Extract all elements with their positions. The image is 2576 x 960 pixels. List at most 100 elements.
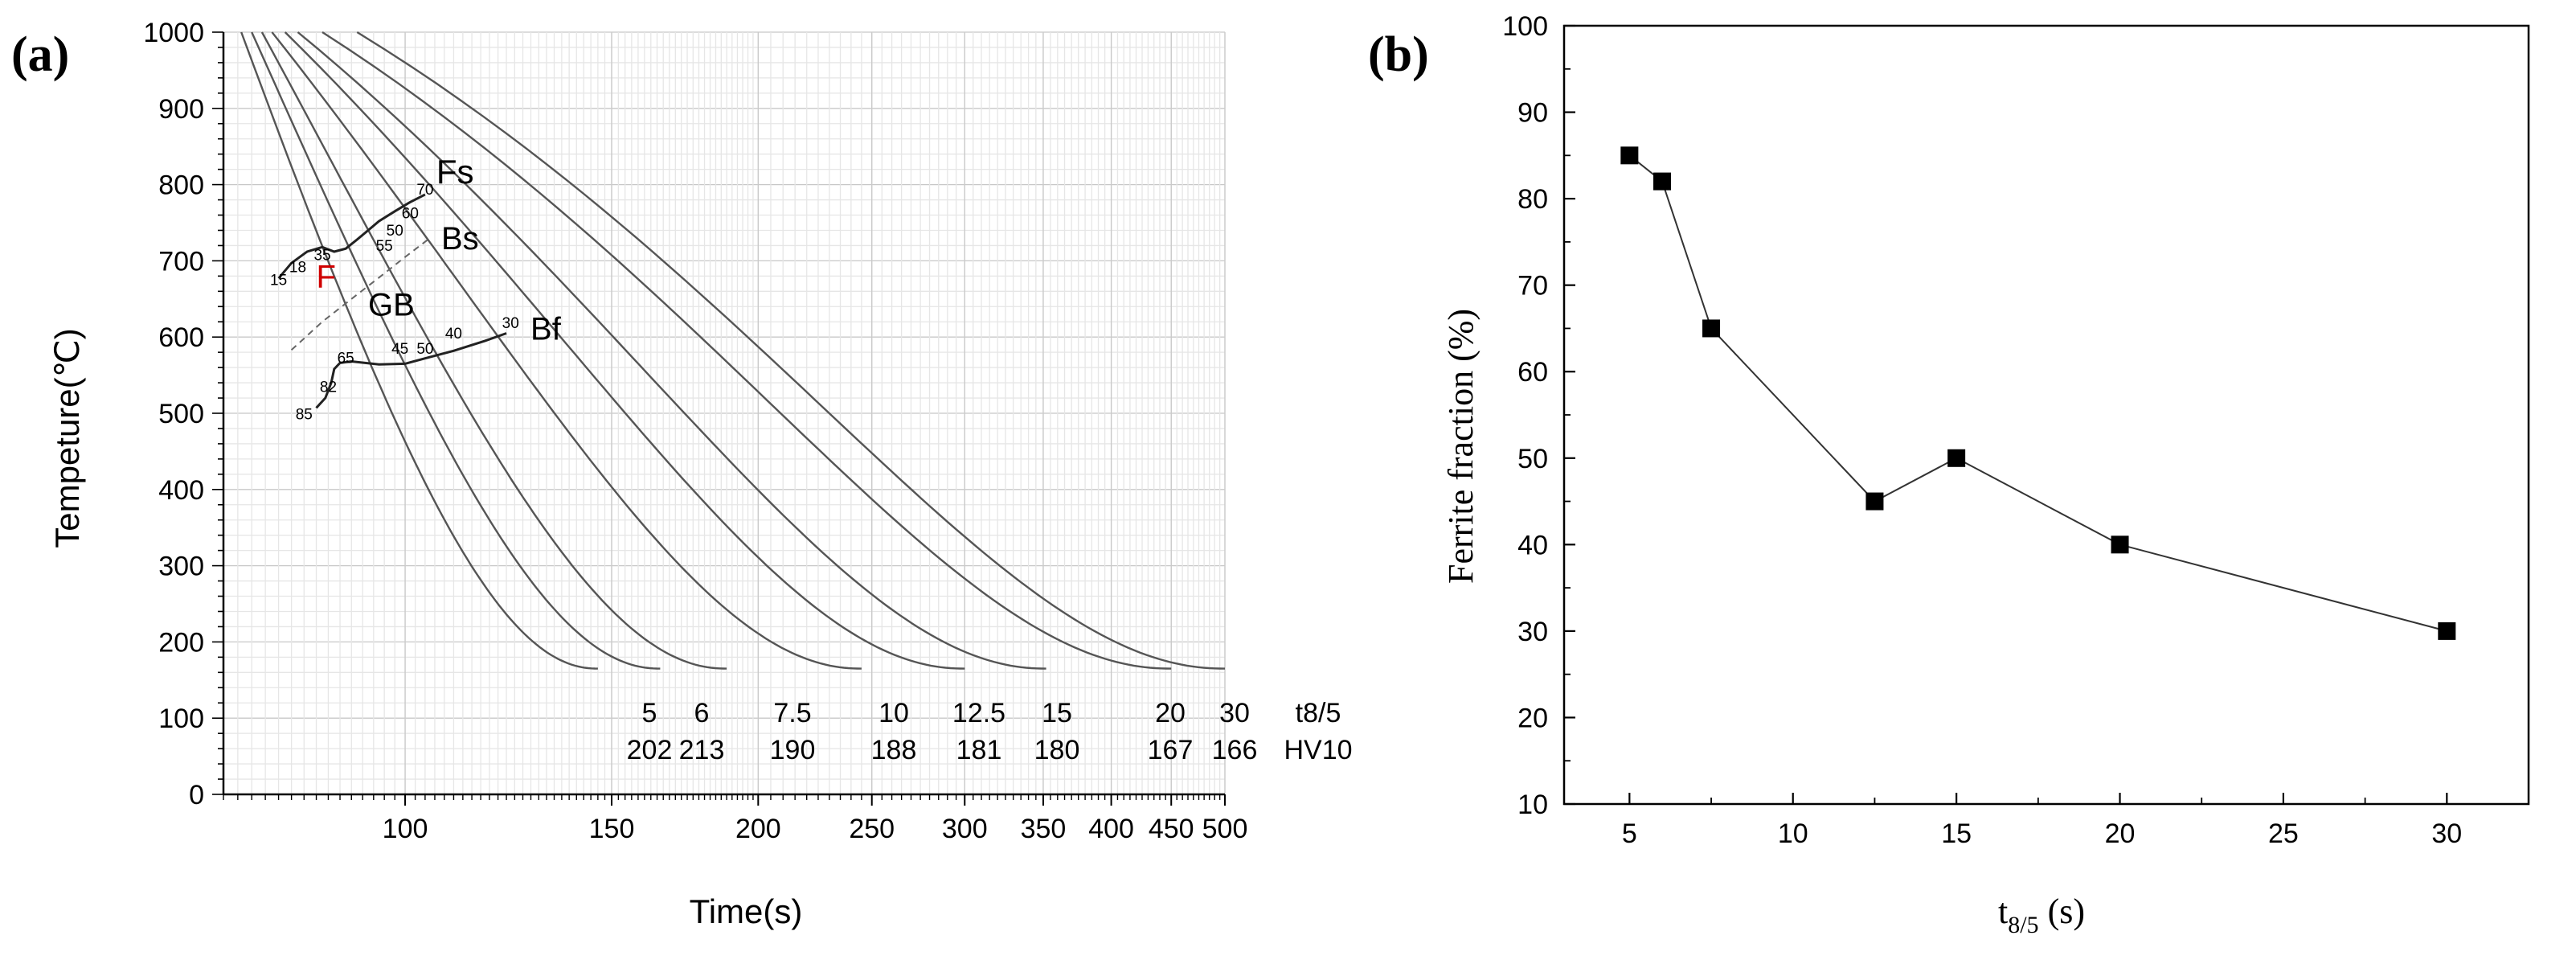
panel-a-x-axis-label: Time(s) — [690, 892, 803, 930]
point-label: 70 — [416, 182, 433, 199]
x-tick-label: 250 — [849, 814, 895, 844]
point-label: 45 — [391, 341, 408, 358]
t85-row-label: t8/5 — [1296, 698, 1341, 728]
x-tick-label: 30 — [2431, 818, 2462, 849]
panel-a-annotations: 7060505535181540504565828530520262137.51… — [270, 182, 1353, 765]
hv10-row-label: HV10 — [1284, 735, 1352, 765]
hv10-label: 202 — [627, 735, 673, 765]
y-tick-label: 50 — [1517, 444, 1548, 474]
cooling-curve-6 — [297, 31, 1046, 670]
panel-b-y-axis-label: Ferrite fraction (%) — [1441, 309, 1480, 584]
point-label: 82 — [320, 379, 337, 396]
x-tick-label: 400 — [1088, 814, 1134, 844]
y-tick-label: 100 — [158, 704, 204, 734]
x-tick-label: 300 — [942, 814, 988, 844]
hv10-label: 188 — [871, 735, 917, 765]
panel-a-cooling-curves — [240, 31, 1226, 670]
y-tick-label: 60 — [1517, 357, 1548, 388]
data-point — [1947, 449, 1966, 467]
y-tick-label: 900 — [158, 94, 204, 125]
data-point — [1653, 172, 1672, 191]
point-label: 40 — [445, 326, 462, 343]
point-label: 50 — [387, 223, 403, 240]
hv10-label: 180 — [1034, 735, 1080, 765]
cooling-curve-2 — [251, 31, 661, 670]
cooling-curve-8 — [356, 31, 1226, 670]
t85-label: 7.5 — [773, 698, 811, 728]
point-label: 55 — [376, 238, 393, 255]
cooling-curve-5 — [284, 31, 965, 670]
y-tick-label: 10 — [1517, 790, 1548, 820]
t85-label: 12.5 — [952, 698, 1005, 728]
panel-a-grid — [223, 31, 1226, 795]
phase-line-fs — [277, 193, 426, 280]
y-tick-label: 800 — [158, 170, 204, 201]
series-line — [1628, 154, 2447, 632]
x-tick-label: 25 — [2268, 818, 2299, 849]
panel-a-axes: 100 150 200 250 300 350 400 450 500 0 100 200 300 400… — [143, 18, 1247, 844]
phase-label-bs: Bs — [441, 221, 479, 256]
hv10-label: 213 — [679, 735, 725, 765]
t85-label: 15 — [1042, 698, 1072, 728]
panel-a-y-axis-label: Tempeture(℃) — [48, 328, 86, 548]
y-tick-label: 70 — [1517, 271, 1548, 302]
cooling-curve-7 — [321, 31, 1172, 670]
x-tick-label: 150 — [589, 814, 635, 844]
phase-label-fs: Fs — [436, 153, 474, 191]
y-tick-label: 500 — [158, 399, 204, 429]
panel-b: (b) 5 10 15 20 25 30 10 20 30 40 50 60 70 80 90 100 t8/… — [1368, 11, 2530, 938]
t85-label: 10 — [878, 698, 909, 728]
x-tick-label: 20 — [2105, 818, 2136, 849]
phase-line-bf — [315, 332, 507, 409]
y-tick-label: 20 — [1517, 703, 1548, 733]
phase-label-bf: Bf — [530, 311, 562, 347]
point-label: 85 — [296, 407, 313, 424]
point-label: 35 — [313, 247, 330, 264]
y-tick-label: 200 — [158, 627, 204, 658]
point-label: 65 — [338, 350, 354, 367]
t85-label: 20 — [1155, 698, 1186, 728]
point-label: 15 — [270, 273, 287, 289]
y-tick-label: 100 — [1502, 11, 1548, 42]
phase-region-gb: GB — [368, 288, 415, 323]
hv10-label: 181 — [956, 735, 1002, 765]
panel-b-x-axis-label: t8/5 (s) — [1998, 892, 2085, 938]
x-tick-label: 350 — [1021, 814, 1067, 844]
cooling-curve-3 — [260, 31, 727, 670]
x-tick-label: 10 — [1778, 818, 1808, 849]
x-tick-label: 500 — [1202, 814, 1248, 844]
cooling-curve-1 — [240, 31, 598, 670]
point-label: 60 — [402, 205, 419, 222]
y-tick-label: 80 — [1517, 184, 1548, 215]
data-point — [1620, 146, 1639, 165]
point-label: 30 — [502, 315, 519, 332]
phase-line-bs — [290, 237, 431, 351]
point-label: 50 — [416, 341, 433, 358]
t85-label: 5 — [642, 698, 657, 728]
data-point — [2111, 535, 2129, 554]
data-point — [1702, 319, 1721, 338]
cooling-curve-4 — [271, 31, 862, 670]
panel-b-x-axis-label-unit: (s) — [2039, 892, 2085, 931]
y-tick-label: 300 — [158, 552, 204, 582]
y-tick-label: 600 — [158, 322, 204, 353]
data-point — [2438, 622, 2456, 640]
hv10-label: 167 — [1148, 735, 1194, 765]
phase-region-f: F — [317, 260, 336, 295]
t85-label: 6 — [694, 698, 710, 728]
x-tick-label: 15 — [1941, 818, 1972, 849]
y-tick-label: 400 — [158, 475, 204, 506]
y-tick-label: 40 — [1517, 530, 1548, 560]
x-tick-label: 200 — [735, 814, 781, 844]
y-tick-label: 30 — [1517, 617, 1548, 647]
y-tick-label: 700 — [158, 246, 204, 277]
panel-b-series — [1620, 146, 2456, 640]
x-tick-label: 5 — [1622, 818, 1637, 849]
hv10-label: 166 — [1212, 735, 1258, 765]
panel-a-phase-lines: Fs Bs Bf F GB — [277, 153, 562, 409]
data-point — [1865, 492, 1884, 511]
y-tick-label: 0 — [189, 780, 204, 810]
point-label: 18 — [289, 260, 306, 277]
